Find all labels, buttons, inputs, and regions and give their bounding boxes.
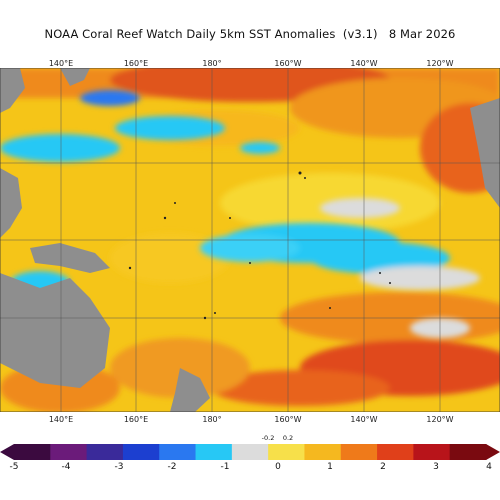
island-markers (128, 171, 391, 320)
colorbar-tick-0: 0 (275, 462, 281, 472)
colorbar-segment (340, 444, 378, 460)
lon-label-160e-top: 160°E (123, 59, 149, 68)
colorbar-tick-2: 2 (380, 462, 386, 472)
colorbar-segment (122, 444, 160, 460)
japan-land (60, 68, 90, 86)
lon-label-160w-bottom: 160°W (274, 415, 302, 424)
lon-label-120w-top: 120°W (426, 59, 454, 68)
map-title: NOAA Coral Reef Watch Daily 5km SST Anom… (44, 27, 456, 41)
lon-label-180-top: 180° (202, 59, 222, 68)
lon-label-140w-top: 140°W (350, 59, 378, 68)
colorbar-tick-neg2: -2 (167, 462, 177, 472)
colorbar-tick-4: 4 (486, 462, 492, 472)
colorbar-segment (377, 444, 414, 460)
colorbar-high-arrow (486, 444, 500, 460)
colorbar-tick-neg4: -4 (61, 462, 71, 472)
lon-label-140e-top: 140°E (48, 59, 74, 68)
asia-land (0, 68, 25, 113)
lon-label-120w-bottom: 120°W (426, 415, 454, 424)
north-america-land (470, 98, 500, 208)
colorbar-segment (86, 444, 124, 460)
colorbar-tick-1: 1 (327, 462, 333, 472)
philippines-land (0, 168, 22, 238)
colorbar-segment (231, 444, 269, 460)
colorbar-segment (304, 444, 342, 460)
lon-label-140e-bottom: 140°E (48, 415, 74, 424)
colorbar-tick-3: 3 (433, 462, 439, 472)
land-masses (0, 68, 500, 412)
colorbar-tick-neg5: -5 (9, 462, 19, 472)
lon-label-140w-bottom: 140°W (350, 415, 378, 424)
colorbar-segments (14, 444, 487, 460)
colorbar-small-tick-neg: -0.2 (261, 434, 275, 442)
colorbar-tick-neg3: -3 (114, 462, 124, 472)
lon-label-160e-bottom: 160°E (123, 415, 149, 424)
graticule (0, 68, 500, 412)
lon-label-160w-top: 160°W (274, 59, 302, 68)
australia-land (0, 273, 110, 388)
colorbar-tick-neg1: -1 (220, 462, 230, 472)
colorbar-segment (413, 444, 451, 460)
colorbar-segment (14, 444, 51, 460)
colorbar-segment (449, 444, 487, 460)
colorbar-small-tick-pos: 0.2 (282, 434, 294, 442)
colorbar-segment (268, 444, 305, 460)
new-zealand-land (170, 368, 210, 412)
colorbar-segment (195, 444, 233, 460)
colorbar-segment (159, 444, 197, 460)
colorbar-low-arrow (0, 444, 14, 460)
sst-anomaly-map (0, 68, 500, 412)
lon-label-180-bottom: 180° (202, 415, 222, 424)
anomaly-colorbar (0, 444, 500, 460)
new-guinea-land (30, 243, 110, 273)
colorbar-segment (50, 444, 88, 460)
